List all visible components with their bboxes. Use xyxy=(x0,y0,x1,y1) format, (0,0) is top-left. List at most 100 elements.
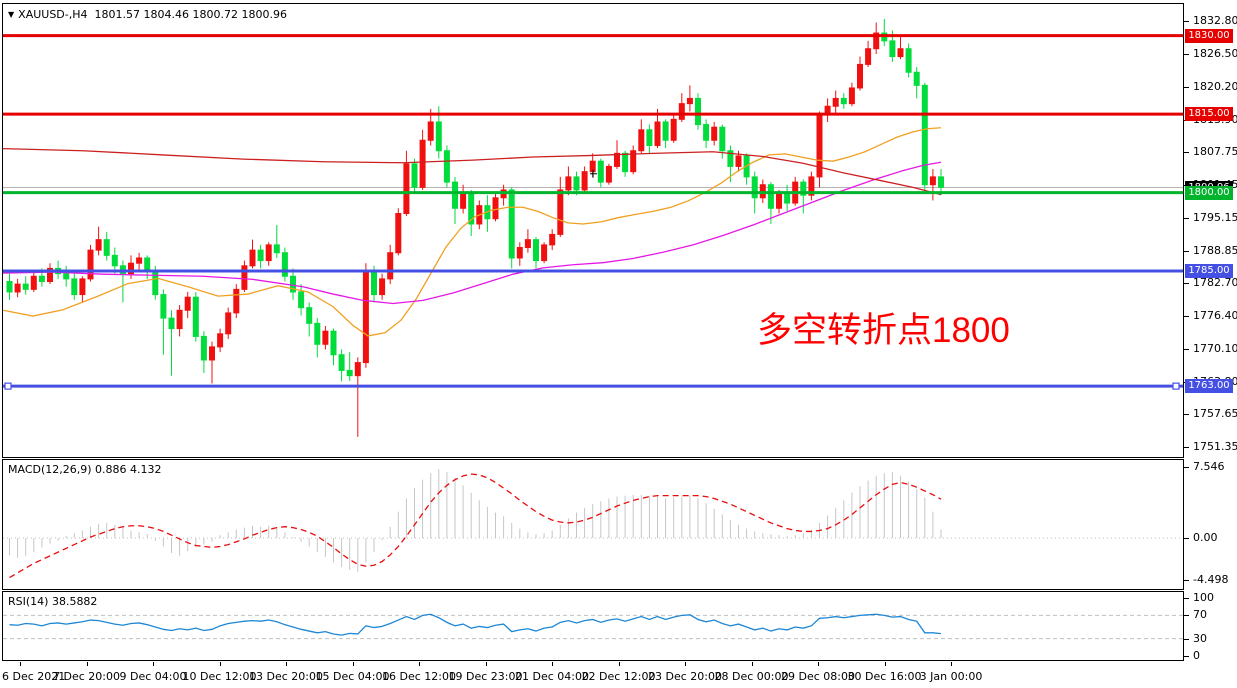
candle-body xyxy=(144,257,151,272)
candle-body xyxy=(913,71,920,86)
macd-tick-label: 7.546 xyxy=(1193,459,1225,473)
candle-body xyxy=(371,270,377,296)
candle-body xyxy=(111,254,118,267)
candle-body xyxy=(460,192,467,209)
candle-body xyxy=(217,333,224,348)
macd-tick-label: 0.00 xyxy=(1193,531,1218,544)
candle-body xyxy=(703,124,710,141)
candle-body xyxy=(160,294,167,319)
candle-body xyxy=(865,48,872,65)
time-tick-label: 7 Dec 20:00 xyxy=(53,670,120,683)
candle-body xyxy=(921,84,928,186)
macd-histogram xyxy=(9,469,942,572)
level-badge-1785.00: 1785.00 xyxy=(1185,264,1233,279)
candle-body xyxy=(897,48,904,58)
rsi-panel[interactable]: RSI(14) 38.5882 xyxy=(2,591,1184,661)
time-tick-label: 3 Jan 00:00 xyxy=(919,670,983,683)
candle-body xyxy=(395,213,402,254)
line-handle[interactable] xyxy=(1172,382,1180,390)
candle-body xyxy=(306,307,313,324)
candle-body xyxy=(638,129,645,152)
chart-title: ▼ XAUUSD-,H4 1801.57 1804.46 1800.72 1800… xyxy=(8,8,287,21)
candle-body xyxy=(857,63,863,89)
macd-panel[interactable]: MACD(12,26,9) 0.886 4.132 xyxy=(2,459,1184,590)
macd-tick xyxy=(1184,580,1189,582)
candle-body xyxy=(751,176,758,199)
time-tick xyxy=(20,662,21,666)
candle-body xyxy=(233,288,240,314)
candle-body xyxy=(379,278,386,296)
time-tick-label: 16 Dec 12:00 xyxy=(382,670,456,683)
price-tick-label: 1795.15 xyxy=(1193,210,1237,224)
candle-body xyxy=(654,121,661,146)
symbol-period-label: XAUUSD-,H4 xyxy=(18,8,88,21)
main-chart-panel[interactable]: ▼ XAUUSD-,H4 1801.57 1804.46 1800.72 1800… xyxy=(2,3,1184,458)
time-axis[interactable]: 6 Dec 2021 7 Dec 20:00 9 Dec 04:00 10 Dec 1… xyxy=(0,661,1237,688)
main-chart-canvas[interactable] xyxy=(3,4,1183,457)
candle-body xyxy=(784,192,791,204)
candle-body xyxy=(695,97,701,126)
ohlc-values: 1801.57 1804.46 1800.72 1800.96 xyxy=(94,8,287,21)
price-tick xyxy=(1184,447,1189,449)
time-tick xyxy=(951,662,952,666)
candle-body xyxy=(929,176,936,186)
candle-body xyxy=(735,155,742,167)
candle-body xyxy=(711,126,718,141)
candle-body xyxy=(719,126,726,152)
candle-body xyxy=(646,129,653,146)
price-tick xyxy=(1184,414,1189,416)
level-badge-1763.00: 1763.00 xyxy=(1185,379,1233,394)
level-line-1763.00[interactable] xyxy=(3,382,1183,390)
price-axis[interactable]: 1832.801826.501820.201813.901807.751801.… xyxy=(1183,0,1237,662)
candle-body xyxy=(168,317,175,330)
candle-body xyxy=(63,273,70,280)
candle-body xyxy=(533,239,539,262)
time-tick xyxy=(685,662,686,666)
ma-slow-red xyxy=(3,147,942,196)
level-badge-1815.00: 1815.00 xyxy=(1185,107,1233,122)
candle-body xyxy=(832,97,839,107)
candle-body xyxy=(257,249,264,262)
time-tick xyxy=(86,662,88,666)
time-tick-label: 30 Dec 16:00 xyxy=(847,670,922,683)
candle-body xyxy=(873,32,880,50)
candle-body xyxy=(298,291,305,309)
candle-body xyxy=(403,163,410,215)
candle-body xyxy=(662,121,669,141)
candle-body xyxy=(103,239,110,256)
time-tick-label: 9 Dec 04:00 xyxy=(119,670,187,683)
price-tick-label: 1826.50 xyxy=(1193,46,1237,60)
candle-body xyxy=(889,40,896,58)
candle-body xyxy=(776,192,782,209)
macd-canvas[interactable] xyxy=(3,460,1183,589)
rsi-tick-label: 0 xyxy=(1193,649,1200,662)
rsi-tick xyxy=(1184,615,1189,617)
candle-body xyxy=(630,150,637,173)
candle-body xyxy=(435,121,442,152)
price-tick xyxy=(1184,283,1189,285)
symbol-dropdown-icon[interactable]: ▼ xyxy=(8,10,15,19)
candle-body xyxy=(605,165,612,183)
candle-body xyxy=(848,87,855,105)
price-tick-label: 1832.80 xyxy=(1193,14,1237,27)
candle-body xyxy=(330,330,337,356)
rsi-tick-label: 30 xyxy=(1193,631,1207,645)
time-tick xyxy=(286,662,287,666)
time-tick xyxy=(818,662,819,666)
candle-body xyxy=(265,244,272,262)
ma-mid-magenta xyxy=(3,161,942,305)
price-annotation-text[interactable]: 多空转折点1800 xyxy=(757,311,1010,350)
rsi-tick xyxy=(1184,598,1189,599)
price-tick-label: 1776.40 xyxy=(1193,309,1237,323)
price-tick xyxy=(1184,86,1189,88)
candle-body xyxy=(840,97,847,105)
candle-body xyxy=(524,239,531,249)
price-tick-label: 1807.75 xyxy=(1193,145,1237,159)
candle-body xyxy=(241,265,248,290)
line-handle[interactable] xyxy=(4,382,12,390)
time-tick xyxy=(618,662,620,666)
candle-body xyxy=(225,312,232,335)
rsi-canvas[interactable] xyxy=(3,592,1183,660)
candle-body xyxy=(87,249,94,280)
